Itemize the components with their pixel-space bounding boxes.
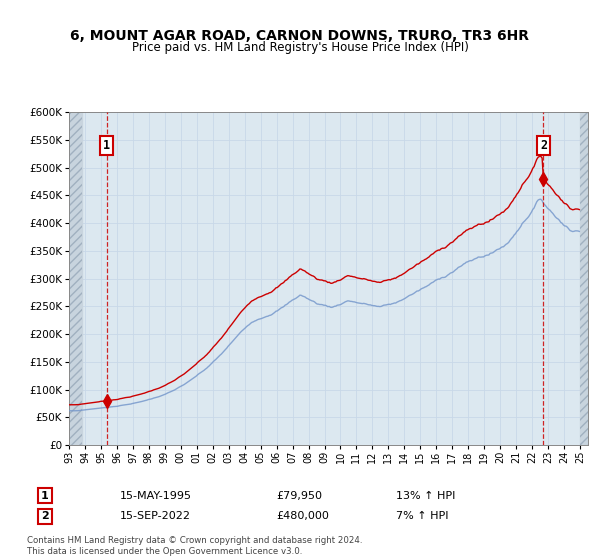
Text: 7% ↑ HPI: 7% ↑ HPI xyxy=(396,511,449,521)
Text: 15-MAY-1995: 15-MAY-1995 xyxy=(120,491,192,501)
Text: 6, MOUNT AGAR ROAD, CARNON DOWNS, TRURO, TR3 6HR: 6, MOUNT AGAR ROAD, CARNON DOWNS, TRURO,… xyxy=(71,29,530,44)
Text: 1: 1 xyxy=(103,139,110,152)
Text: 1: 1 xyxy=(41,491,49,501)
Text: 13% ↑ HPI: 13% ↑ HPI xyxy=(396,491,455,501)
Text: 2: 2 xyxy=(41,511,49,521)
Bar xyxy=(580,112,588,445)
Text: £480,000: £480,000 xyxy=(276,511,329,521)
Text: 15-SEP-2022: 15-SEP-2022 xyxy=(120,511,191,521)
Text: Price paid vs. HM Land Registry's House Price Index (HPI): Price paid vs. HM Land Registry's House … xyxy=(131,41,469,54)
Bar xyxy=(69,112,82,445)
Text: 2: 2 xyxy=(540,139,547,152)
Bar xyxy=(69,112,82,445)
Bar xyxy=(580,112,588,445)
Text: Contains HM Land Registry data © Crown copyright and database right 2024.
This d: Contains HM Land Registry data © Crown c… xyxy=(27,536,362,556)
Text: £79,950: £79,950 xyxy=(276,491,322,501)
